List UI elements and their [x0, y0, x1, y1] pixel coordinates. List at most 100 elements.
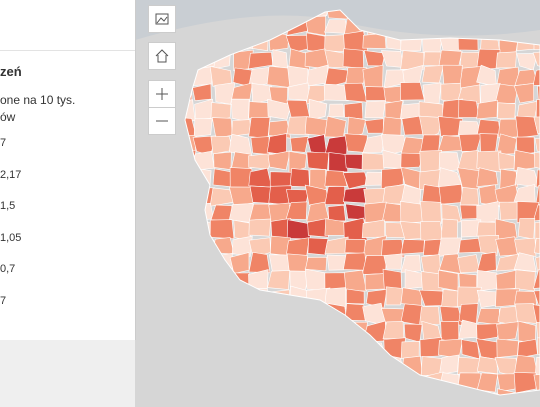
region[interactable]	[365, 86, 388, 101]
region[interactable]	[231, 98, 250, 123]
region[interactable]	[304, 15, 326, 36]
region[interactable]	[535, 252, 540, 275]
region[interactable]	[513, 82, 535, 104]
region[interactable]	[420, 271, 443, 292]
region[interactable]	[535, 99, 540, 120]
region[interactable]	[346, 116, 367, 139]
region[interactable]	[420, 221, 444, 241]
home-button[interactable]	[148, 42, 176, 70]
region[interactable]	[438, 184, 464, 205]
region[interactable]	[476, 308, 501, 326]
region[interactable]	[498, 201, 520, 221]
region[interactable]	[535, 185, 540, 206]
region[interactable]	[327, 204, 346, 222]
region[interactable]	[324, 170, 348, 187]
region[interactable]	[248, 117, 271, 139]
region[interactable]	[420, 200, 442, 224]
region[interactable]	[267, 150, 291, 171]
region[interactable]	[400, 82, 425, 101]
region[interactable]	[266, 133, 287, 156]
region[interactable]	[267, 270, 291, 290]
region[interactable]	[345, 203, 368, 221]
region[interactable]	[458, 237, 482, 254]
region[interactable]	[328, 103, 345, 118]
region[interactable]	[476, 251, 497, 274]
region[interactable]	[439, 354, 460, 375]
region[interactable]	[419, 149, 443, 174]
region[interactable]	[400, 50, 425, 70]
region[interactable]	[380, 167, 404, 190]
region[interactable]	[267, 98, 292, 120]
region[interactable]	[513, 252, 537, 273]
region[interactable]	[307, 218, 329, 238]
region[interactable]	[533, 269, 540, 289]
region[interactable]	[364, 273, 386, 291]
region[interactable]	[324, 67, 350, 88]
region[interactable]	[421, 65, 444, 84]
region[interactable]	[532, 203, 540, 222]
region[interactable]	[478, 184, 500, 208]
region[interactable]	[289, 136, 309, 153]
region[interactable]	[494, 83, 519, 105]
region[interactable]	[534, 357, 540, 377]
region[interactable]	[344, 238, 366, 254]
region[interactable]	[345, 66, 368, 88]
region[interactable]	[534, 220, 540, 242]
region[interactable]	[479, 133, 499, 155]
region[interactable]	[248, 251, 271, 274]
region[interactable]	[441, 98, 463, 120]
region[interactable]	[419, 306, 441, 326]
region[interactable]	[211, 117, 233, 139]
zoom-out-button[interactable]	[148, 107, 176, 135]
region[interactable]	[385, 286, 405, 306]
basemap-button[interactable]	[148, 5, 176, 33]
region[interactable]	[513, 372, 537, 394]
region[interactable]	[344, 269, 367, 292]
region[interactable]	[324, 287, 347, 309]
region[interactable]	[326, 254, 348, 271]
region[interactable]	[364, 118, 384, 134]
region[interactable]	[419, 115, 443, 140]
region[interactable]	[420, 254, 441, 275]
region[interactable]	[515, 115, 539, 139]
region[interactable]	[438, 49, 463, 68]
region[interactable]	[383, 253, 403, 270]
region[interactable]	[400, 184, 422, 206]
region[interactable]	[476, 356, 499, 375]
region[interactable]	[232, 235, 253, 257]
region[interactable]	[476, 323, 501, 341]
region[interactable]	[328, 152, 349, 173]
region[interactable]	[285, 201, 308, 220]
region[interactable]	[441, 64, 463, 85]
region[interactable]	[532, 304, 540, 327]
region[interactable]	[495, 218, 518, 240]
region[interactable]	[400, 254, 422, 273]
region[interactable]	[532, 50, 540, 72]
region[interactable]	[517, 217, 536, 240]
region[interactable]	[343, 252, 368, 271]
region[interactable]	[324, 186, 346, 205]
region[interactable]	[400, 200, 424, 224]
region[interactable]	[400, 239, 425, 255]
region[interactable]	[192, 83, 212, 101]
region[interactable]	[499, 168, 519, 189]
region[interactable]	[476, 167, 499, 187]
region[interactable]	[346, 288, 365, 305]
region[interactable]	[496, 373, 519, 392]
region[interactable]	[458, 99, 480, 118]
region[interactable]	[514, 269, 536, 292]
region[interactable]	[306, 151, 330, 171]
region[interactable]	[514, 237, 537, 257]
region[interactable]	[497, 102, 516, 120]
region[interactable]	[476, 48, 501, 70]
region[interactable]	[496, 338, 519, 358]
region[interactable]	[210, 102, 232, 122]
region[interactable]	[363, 50, 386, 67]
region[interactable]	[362, 134, 387, 153]
region[interactable]	[437, 269, 459, 292]
region[interactable]	[496, 321, 520, 342]
region[interactable]	[324, 49, 347, 69]
region[interactable]	[422, 82, 442, 105]
region[interactable]	[324, 34, 347, 53]
region[interactable]	[272, 49, 289, 70]
